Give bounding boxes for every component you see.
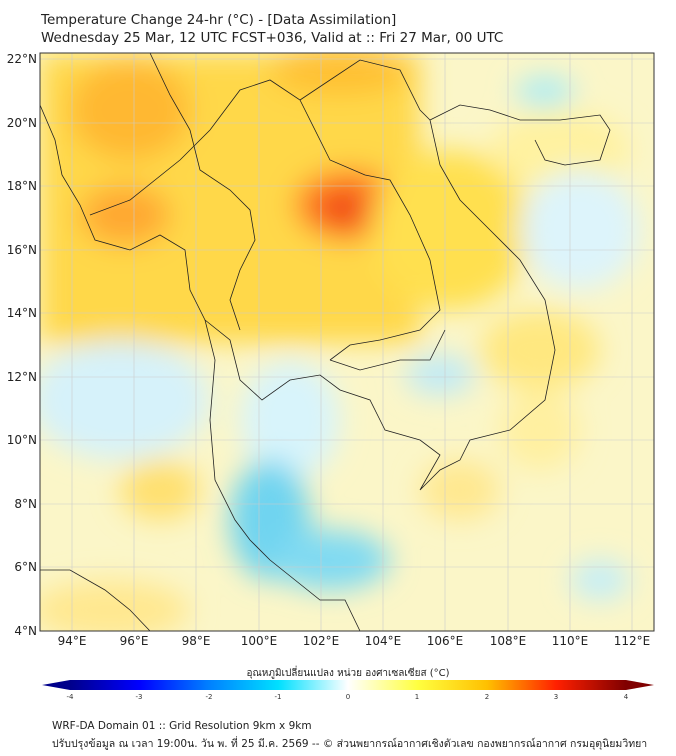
colorbar-tick: 0 [346, 693, 350, 700]
lon-tick: 94°E [58, 634, 87, 648]
field-layer [40, 53, 654, 631]
lat-tick: 18°N [7, 179, 37, 193]
colorbar-tick: -2 [206, 693, 213, 700]
graticule [40, 53, 654, 631]
lon-tick: 102°E [303, 634, 340, 648]
lon-tick: 98°E [182, 634, 211, 648]
lon-tick: 110°E [552, 634, 589, 648]
lat-tick: 14°N [7, 306, 37, 320]
lat-tick: 8°N [14, 497, 37, 511]
colorbar-bar [70, 680, 626, 690]
lon-tick: 106°E [427, 634, 464, 648]
colorbar-tick: 1 [415, 693, 419, 700]
footer-model-info: WRF-DA Domain 01 :: Grid Resolution 9km … [52, 720, 312, 732]
colorbar-min-extend [42, 680, 70, 690]
lat-tick: 6°N [14, 560, 37, 574]
map-frame [39, 52, 655, 632]
lat-tick: 22°N [7, 52, 37, 66]
lat-tick: 16°N [7, 243, 37, 257]
footer-credit: ปรับปรุงข้อมูล ณ เวลา 19:00น. วัน พ. ที่… [52, 738, 648, 750]
colorbar-tick: -4 [67, 693, 75, 700]
colorbar-max-extend [626, 680, 654, 690]
coastlines-borders [40, 53, 611, 631]
colorbar-tick: 3 [554, 693, 558, 700]
lon-tick: 112°E [614, 634, 651, 648]
temperature-change-map: 94°E 96°E 98°E 100°E 102°E 104°E 106°E 1… [7, 52, 655, 700]
lon-tick: 96°E [120, 634, 149, 648]
colorbar-tick: 2 [485, 693, 489, 700]
colorbar: -4 -3 -2 -1 0 1 2 3 4 [42, 680, 654, 700]
map-title: Temperature Change 24-hr (°C) - [Data As… [41, 12, 397, 28]
colorbar-tick: -3 [136, 693, 143, 700]
colorbar-tick: -1 [275, 693, 282, 700]
lon-tick: 104°E [365, 634, 402, 648]
lat-tick: 4°N [14, 624, 37, 638]
latitude-tick-labels: 22°N 20°N 18°N 16°N 14°N 12°N 10°N 8°N 6… [7, 52, 37, 638]
lon-tick: 108°E [490, 634, 527, 648]
lon-tick: 100°E [241, 634, 278, 648]
longitude-tick-labels: 94°E 96°E 98°E 100°E 102°E 104°E 106°E 1… [58, 634, 651, 648]
lat-tick: 20°N [7, 116, 37, 130]
colorbar-tick: 4 [624, 693, 629, 700]
lat-tick: 10°N [7, 433, 37, 447]
map-subtitle: Wednesday 25 Mar, 12 UTC FCST+036, Valid… [41, 30, 504, 46]
colorbar-label: อุณหภูมิเปลี่ยนแปลง หน่วย องศาเซลเซียส (… [246, 668, 450, 679]
lat-tick: 12°N [7, 370, 37, 384]
